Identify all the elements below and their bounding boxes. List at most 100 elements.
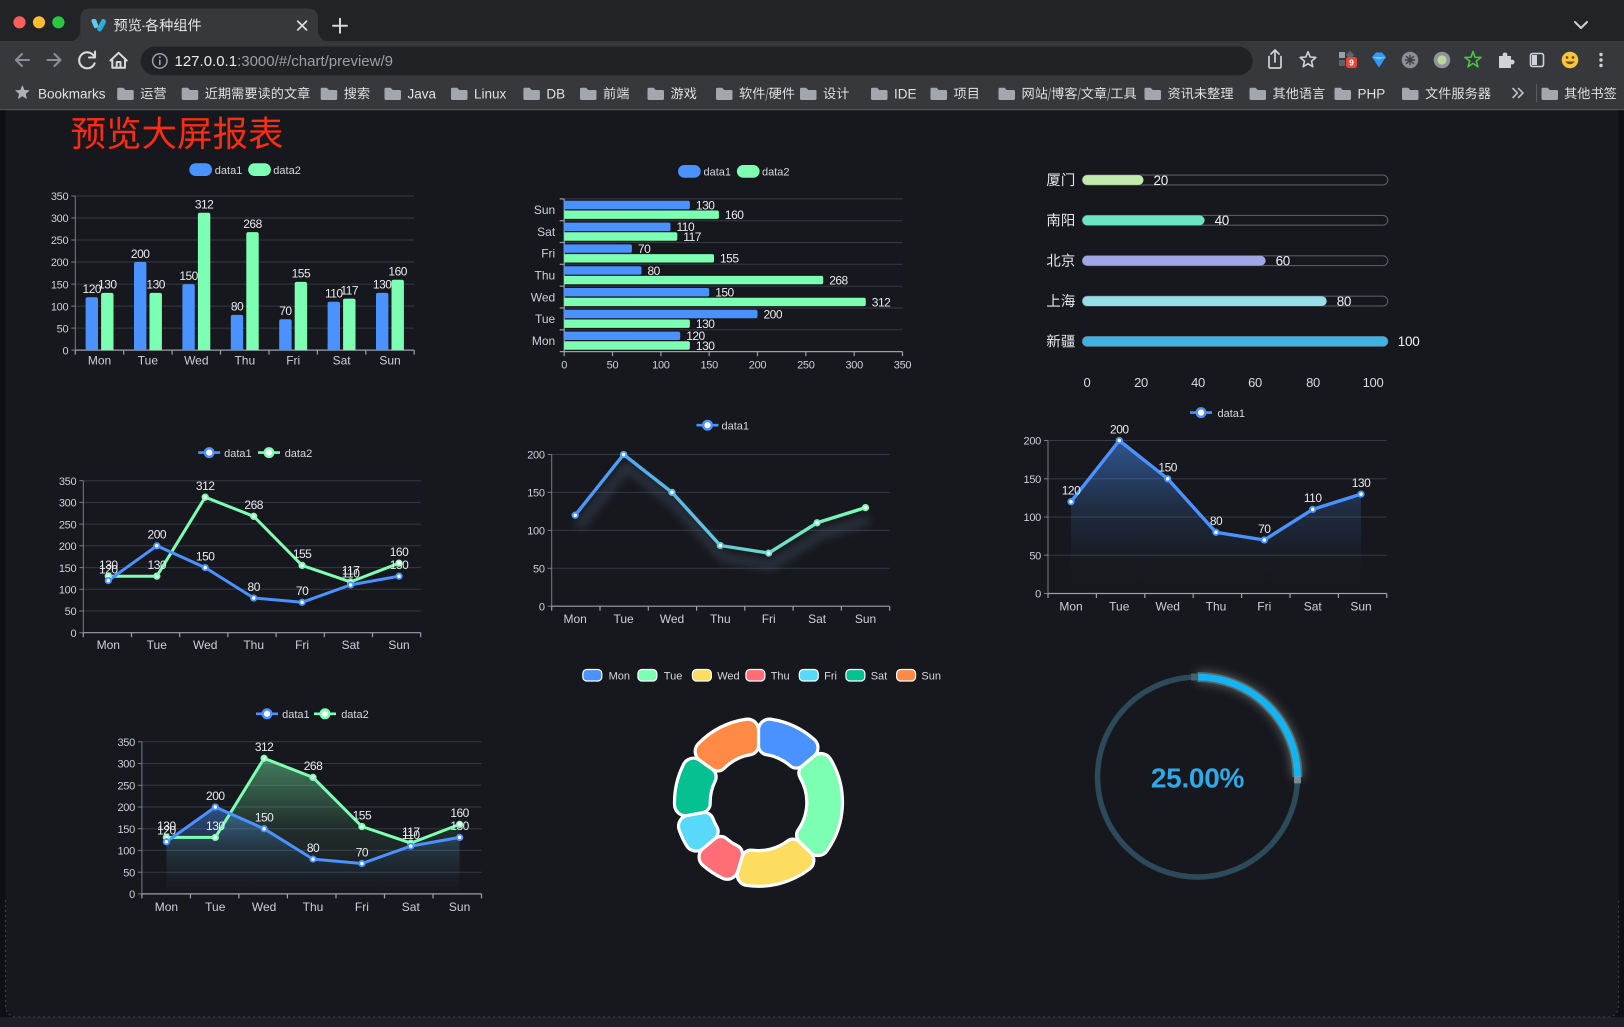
svg-text:250: 250 (797, 359, 815, 371)
svg-text:Sun: Sun (1350, 600, 1371, 614)
svg-text:20: 20 (1134, 375, 1148, 390)
svg-text:100: 100 (1398, 334, 1420, 349)
svg-text:70: 70 (296, 584, 309, 598)
svg-text:268: 268 (304, 759, 323, 773)
svg-text:268: 268 (829, 274, 848, 288)
svg-text:0: 0 (70, 628, 76, 640)
svg-text:60: 60 (1276, 254, 1290, 269)
svg-text:110: 110 (325, 287, 343, 301)
svg-text:Mon: Mon (88, 354, 111, 368)
svg-text:350: 350 (894, 359, 912, 371)
svg-text:80: 80 (307, 841, 320, 855)
svg-text:150: 150 (700, 359, 718, 371)
svg-text:data2: data2 (273, 165, 301, 177)
svg-text:120: 120 (1062, 484, 1081, 498)
svg-text:Tue: Tue (535, 312, 556, 326)
svg-text:data1: data1 (224, 448, 252, 460)
svg-text:350: 350 (59, 476, 77, 488)
svg-text:80: 80 (648, 264, 661, 278)
svg-text:130: 130 (373, 278, 392, 292)
svg-text:50: 50 (57, 323, 69, 335)
svg-text:Thu: Thu (535, 269, 556, 283)
svg-text:Bookmarks: Bookmarks (38, 86, 106, 101)
svg-text:155: 155 (293, 547, 312, 561)
svg-text:160: 160 (725, 208, 744, 222)
svg-text:160: 160 (390, 545, 409, 559)
svg-text:DB: DB (546, 86, 565, 101)
svg-text:50: 50 (65, 606, 77, 618)
svg-text:Java: Java (408, 86, 437, 101)
svg-text:130: 130 (696, 198, 715, 212)
svg-text:300: 300 (59, 498, 77, 510)
svg-text:Linux: Linux (474, 86, 507, 101)
svg-text:Tue: Tue (613, 612, 634, 626)
svg-text:150: 150 (1024, 474, 1042, 486)
svg-text:155: 155 (353, 808, 372, 822)
svg-text:50: 50 (533, 564, 545, 576)
svg-text:Sun: Sun (534, 203, 555, 217)
svg-text:Sat: Sat (402, 900, 421, 914)
svg-text:300: 300 (51, 213, 69, 225)
svg-text:Fri: Fri (1257, 600, 1271, 614)
svg-text:268: 268 (243, 217, 262, 231)
svg-text:Sat: Sat (871, 671, 888, 683)
svg-text:155: 155 (292, 267, 311, 281)
svg-text:data1: data1 (1218, 408, 1246, 420)
svg-text:150: 150 (527, 488, 545, 500)
svg-text:100: 100 (117, 846, 135, 858)
svg-text:Wed: Wed (717, 671, 739, 683)
svg-text:Sat: Sat (333, 354, 352, 368)
svg-text:200: 200 (1110, 422, 1129, 436)
svg-text:100: 100 (1024, 512, 1042, 524)
svg-text:250: 250 (117, 781, 135, 793)
svg-text:Tue: Tue (1109, 600, 1130, 614)
svg-text:312: 312 (872, 295, 891, 309)
svg-text:312: 312 (195, 198, 214, 212)
svg-text:data1: data1 (215, 165, 243, 177)
svg-text:110: 110 (342, 567, 360, 581)
svg-text:110: 110 (1304, 491, 1322, 505)
svg-text:Sun: Sun (921, 671, 941, 683)
svg-text:250: 250 (59, 519, 77, 531)
svg-text:50: 50 (123, 867, 135, 879)
svg-text:200: 200 (764, 307, 783, 321)
svg-text:Thu: Thu (771, 671, 790, 683)
svg-text:data1: data1 (704, 167, 732, 179)
svg-text:117: 117 (683, 230, 701, 244)
svg-text:Fri: Fri (762, 612, 776, 626)
svg-text:130: 130 (450, 819, 469, 833)
svg-text:20: 20 (1154, 173, 1168, 188)
svg-text:200: 200 (148, 528, 167, 542)
svg-text:130: 130 (696, 339, 715, 353)
svg-text:130: 130 (99, 558, 118, 572)
svg-text:300: 300 (845, 359, 863, 371)
svg-text:Tue: Tue (138, 354, 159, 368)
svg-text:Thu: Thu (1206, 600, 1227, 614)
svg-text:268: 268 (244, 498, 263, 512)
svg-text:60: 60 (1248, 375, 1262, 390)
svg-text:350: 350 (51, 191, 69, 203)
svg-text:200: 200 (51, 257, 69, 269)
svg-text:40: 40 (1191, 375, 1205, 390)
svg-text:Wed: Wed (252, 900, 276, 914)
svg-text:70: 70 (1258, 522, 1271, 536)
svg-text:Sun: Sun (449, 900, 470, 914)
svg-text:200: 200 (117, 802, 135, 814)
svg-text:70: 70 (356, 845, 369, 859)
svg-text:127.0.0.1:3000/#/chart/preview: 127.0.0.1:3000/#/chart/preview/9 (175, 53, 394, 70)
svg-text:200: 200 (59, 541, 77, 553)
svg-text:150: 150 (117, 824, 135, 836)
svg-text:Sun: Sun (379, 354, 400, 368)
svg-text:80: 80 (1210, 514, 1223, 528)
svg-text:300: 300 (117, 759, 135, 771)
svg-text:150: 150 (59, 563, 77, 575)
svg-text:312: 312 (255, 740, 274, 754)
svg-text:Wed: Wed (184, 354, 208, 368)
svg-text:130: 130 (696, 317, 715, 331)
svg-text:130: 130 (390, 558, 409, 572)
svg-text:100: 100 (652, 359, 670, 371)
svg-text:Thu: Thu (303, 900, 324, 914)
svg-text:155: 155 (720, 252, 739, 266)
svg-text:data1: data1 (282, 709, 310, 721)
svg-text:120: 120 (686, 329, 705, 343)
